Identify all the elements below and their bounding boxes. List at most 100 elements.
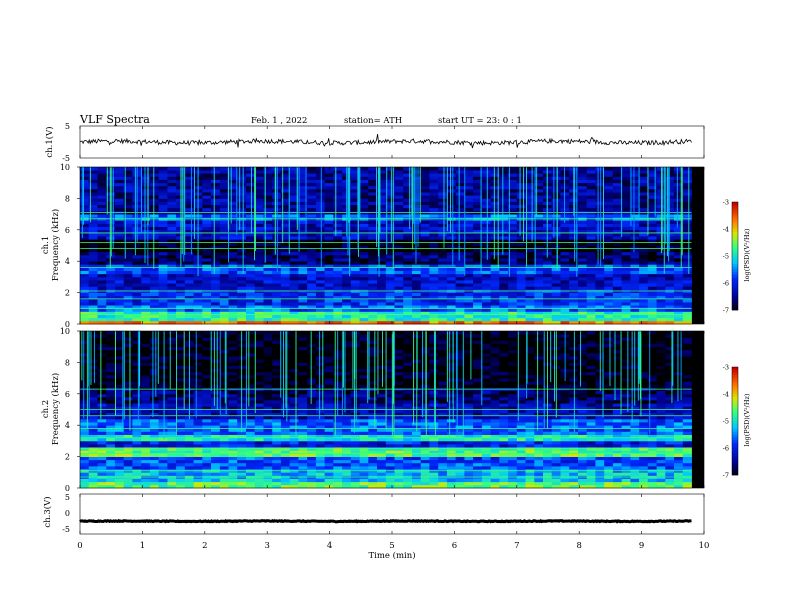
- spectrogram-cell: [246, 192, 256, 196]
- spectrogram-cell: [647, 276, 657, 281]
- spectrogram-cell: [630, 207, 640, 212]
- spectrogram-cell: [307, 248, 317, 253]
- colorbar-swatch: [732, 266, 738, 270]
- spectrogram-cell: [324, 484, 334, 489]
- spectrogram-cell: [490, 185, 500, 190]
- spectrogram-cell: [289, 198, 299, 202]
- spectrogram-cell: [114, 192, 124, 196]
- spectrogram-cell: [254, 167, 264, 171]
- spectrogram-cell: [280, 292, 290, 297]
- spectrogram-cell: [682, 182, 692, 187]
- spectrogram-cell: [350, 248, 360, 253]
- spectrogram-cell: [647, 198, 657, 202]
- spectrogram-cell: [385, 185, 395, 190]
- spectrogram-cell: [595, 176, 605, 180]
- spectrogram-cell: [543, 317, 553, 322]
- spectrogram-cell: [481, 179, 491, 184]
- spectrogram-cell: [473, 207, 483, 212]
- spectrogram-cell: [560, 317, 570, 322]
- spectrogram-cell: [97, 245, 107, 249]
- spectrogram-cell: [237, 305, 247, 309]
- spectrogram-cell: [342, 462, 352, 467]
- spectrogram-cell: [88, 308, 98, 312]
- spectrogram-cell: [149, 314, 159, 319]
- spectrogram-cell: [665, 283, 675, 287]
- spectrogram-cell: [674, 167, 684, 171]
- spectrogram-cell: [263, 273, 273, 278]
- spectrogram-cell: [350, 317, 360, 322]
- spectrogram-cell: [595, 167, 605, 171]
- spectrogram-cell: [604, 302, 614, 306]
- spectrogram-cell: [586, 453, 596, 457]
- spectrogram-cell: [403, 185, 413, 190]
- spectrogram-cell: [237, 314, 247, 319]
- spectrogram-cell: [228, 220, 238, 224]
- spectrogram-cell: [446, 220, 456, 224]
- spectrogram-cell: [246, 481, 256, 486]
- spectrogram-cell: [473, 434, 483, 439]
- spectrogram-cell: [324, 195, 334, 199]
- spectrogram-cell: [595, 220, 605, 224]
- spectrogram-cell: [298, 440, 308, 445]
- spectrogram-cell: [237, 450, 247, 454]
- spectrogram-cell: [560, 484, 570, 489]
- spectrogram-cell: [350, 302, 360, 306]
- spectrogram-cell: [211, 444, 221, 448]
- spectrogram-cell: [211, 236, 221, 240]
- spectrogram-cell: [682, 226, 692, 231]
- spectrogram-cell: [473, 248, 483, 253]
- spectrogram-cell: [490, 478, 500, 483]
- spectrogram-cell: [342, 305, 352, 309]
- spectrogram-cell: [254, 311, 264, 315]
- spectrogram-cell: [176, 466, 186, 470]
- spectrogram-cell: [106, 314, 116, 319]
- spectrogram-cell: [508, 185, 518, 190]
- spectrogram-cell: [604, 462, 614, 467]
- spectrogram-cell: [481, 207, 491, 212]
- spectrogram-cell: [324, 223, 334, 227]
- spectrogram-cell: [621, 182, 631, 187]
- spectrogram-cell: [219, 428, 229, 432]
- spectrogram-cell: [184, 444, 194, 448]
- spectrogram-cell: [473, 308, 483, 312]
- spectrogram-cell: [368, 170, 378, 174]
- spectrogram-cell: [106, 437, 116, 442]
- spectrogram-cell: [665, 207, 675, 212]
- spectrogram-cell: [272, 229, 282, 234]
- spectrogram-cell: [88, 466, 98, 470]
- spectrogram-cell: [158, 173, 168, 177]
- spectrogram-cell: [377, 170, 387, 174]
- spectrogram-cell: [114, 450, 124, 454]
- spectrogram-cell: [586, 192, 596, 196]
- spectrogram-cell: [656, 314, 666, 319]
- spectrogram-cell: [350, 176, 360, 180]
- spectrogram-cell: [612, 189, 622, 193]
- spectrogram-cell: [211, 286, 221, 290]
- spectrogram-cell: [385, 308, 395, 312]
- spectrogram-cell: [280, 317, 290, 322]
- spectrogram-cell: [551, 484, 561, 489]
- spectrogram-cell: [114, 195, 124, 199]
- spectrogram-cell: [385, 176, 395, 180]
- spectrogram-cell: [560, 295, 570, 300]
- spectrogram-cell: [639, 295, 649, 300]
- spectrogram-cell: [385, 437, 395, 442]
- spectrogram-cell: [202, 431, 212, 435]
- spectrogram-cell: [88, 176, 98, 180]
- spectrogram-cell: [202, 198, 212, 202]
- spectrogram-cell: [385, 311, 395, 315]
- spectrogram-cell: [621, 292, 631, 297]
- spectrogram-cell: [228, 273, 238, 278]
- spectrogram-cell: [630, 280, 640, 284]
- spectrogram-cell: [97, 182, 107, 187]
- spectrogram-cell: [254, 242, 264, 246]
- spectrogram-cell: [420, 453, 430, 457]
- spectrogram-cell: [508, 258, 518, 262]
- spectrogram-cell: [106, 226, 116, 231]
- spectrogram-cell: [508, 198, 518, 202]
- spectrogram-cell: [438, 286, 448, 290]
- spectrogram-cell: [237, 308, 247, 312]
- spectrogram-cell: [621, 176, 631, 180]
- spectrogram-cell: [569, 314, 579, 319]
- spectrogram-cell: [481, 481, 491, 486]
